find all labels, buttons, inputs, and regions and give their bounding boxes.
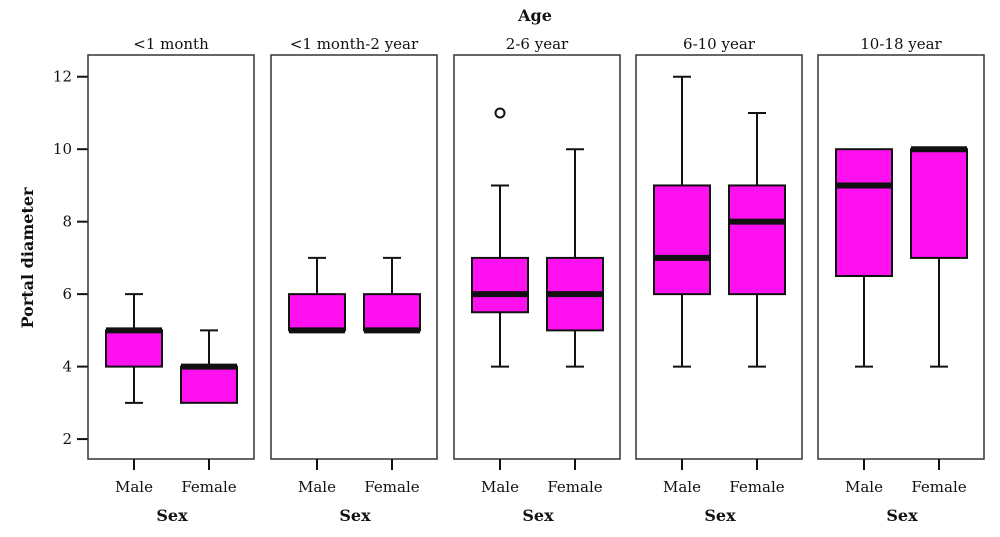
x-tick-label: Female [181, 478, 236, 496]
box-male: Male [653, 75, 711, 496]
x-axis-label: Sex [886, 506, 918, 525]
y-tick-label: 2 [62, 430, 72, 448]
iqr-box [910, 148, 968, 259]
y-tick-label: 10 [53, 140, 72, 158]
box-female: Female [728, 111, 786, 496]
panels: <1 month Male Female Sex <1 month-2 year Male… [87, 35, 985, 525]
y-tick-label: 12 [53, 68, 72, 86]
y-tick-label: 6 [62, 285, 72, 303]
iqr-box [363, 293, 421, 332]
box-male: Male [835, 148, 893, 496]
panel: 6-10 year Male Female Sex [635, 35, 803, 525]
panel: 10-18 year Male Female Sex [817, 35, 985, 525]
y-tick-label: 8 [62, 213, 72, 231]
panel: <1 month-2 year Male Female Sex [270, 35, 438, 525]
y-tick-label: 4 [62, 358, 72, 376]
iqr-box [728, 184, 786, 296]
x-axis-label: Sex [704, 506, 736, 525]
panel-title: 10-18 year [860, 35, 942, 53]
panel-title: 2-6 year [506, 35, 569, 53]
x-axis-label: Sex [522, 506, 554, 525]
panel-frame [635, 54, 803, 460]
iqr-box [653, 184, 711, 296]
chart-title: Age [517, 6, 552, 25]
iqr-box [288, 293, 346, 332]
panel-title: 6-10 year [683, 35, 756, 53]
panel: 2-6 year Male Female Sex [453, 35, 621, 525]
panel-frame [453, 54, 621, 460]
x-axis-label: Sex [339, 506, 371, 525]
panel: <1 month Male Female Sex [87, 35, 255, 525]
box-female: Female [910, 146, 968, 496]
panel-frame [87, 54, 255, 460]
x-tick-label: Male [298, 478, 336, 496]
box-male: Male [105, 293, 163, 496]
panel-frame [817, 54, 985, 460]
outlier-point [494, 107, 506, 119]
x-tick-label: Male [845, 478, 883, 496]
x-tick-label: Male [481, 478, 519, 496]
x-tick-label: Female [911, 478, 966, 496]
panel-title: <1 month [133, 35, 209, 53]
iqr-box [835, 148, 893, 278]
x-axis-label: Sex [156, 506, 188, 525]
iqr-box [105, 329, 163, 368]
box-female: Female [180, 329, 238, 496]
box-male: Male [288, 256, 346, 496]
x-tick-label: Female [364, 478, 419, 496]
iqr-box [180, 365, 238, 404]
x-tick-label: Male [115, 478, 153, 496]
panel-frame [270, 54, 438, 460]
box-female: Female [546, 148, 604, 496]
y-axis-label: Portal diameter [18, 187, 37, 328]
box-male: Male [471, 107, 529, 496]
y-axis: 2 4 6 8 10 12 [53, 68, 88, 448]
iqr-box [471, 256, 529, 314]
x-tick-label: Female [547, 478, 602, 496]
x-tick-label: Male [663, 478, 701, 496]
panel-title: <1 month-2 year [290, 35, 419, 53]
x-tick-label: Female [729, 478, 784, 496]
box-female: Female [363, 256, 421, 496]
